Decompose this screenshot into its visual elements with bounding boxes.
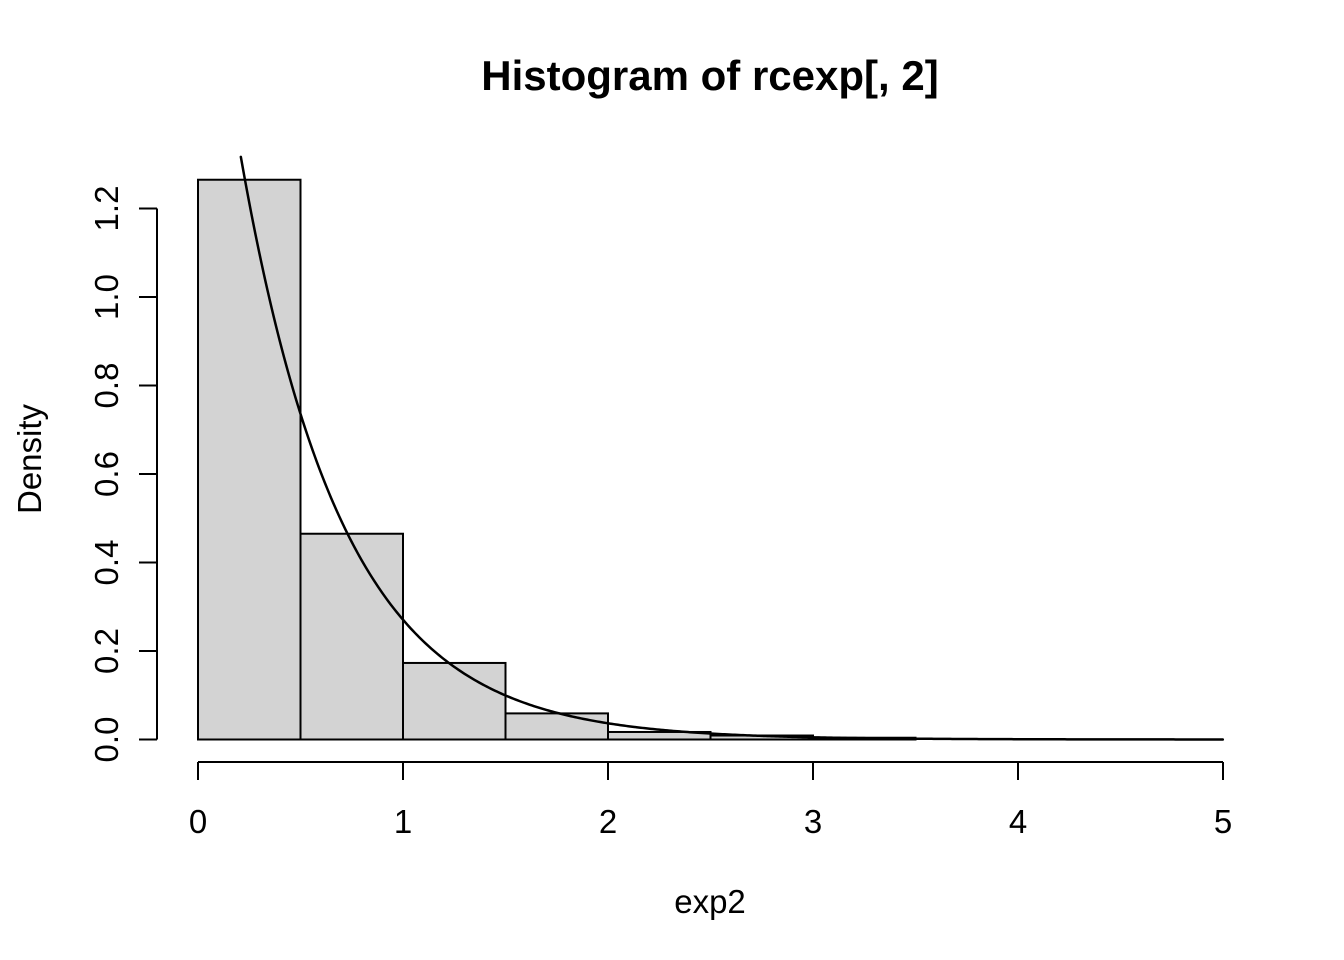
- y-tick-label: 1.2: [88, 186, 125, 232]
- x-tick-label: 1: [394, 803, 412, 840]
- x-tick-label: 2: [599, 803, 617, 840]
- y-tick-label: 0.2: [88, 628, 125, 674]
- x-tick-label: 0: [189, 803, 207, 840]
- x-tick-label: 4: [1009, 803, 1027, 840]
- histogram-bar: [299, 532, 404, 741]
- exponential-density-curve: [239, 155, 1225, 741]
- histogram-bar: [197, 178, 302, 741]
- x-tick-label: 5: [1214, 803, 1232, 840]
- y-tick-label: 0.8: [88, 363, 125, 409]
- y-tick-label: 0.6: [88, 451, 125, 497]
- y-tick-label: 1.0: [88, 274, 125, 320]
- histogram-bar: [504, 712, 609, 741]
- plot-area: 0 1 2 3 4 5 0.0 0.2 0.4 0.6 0.8 1.0 1.2: [88, 155, 1232, 840]
- histogram-bar: [402, 661, 507, 741]
- x-axis-label: exp2: [674, 883, 746, 920]
- x-tick-label: 3: [804, 803, 822, 840]
- y-tick-label: 0.0: [88, 717, 125, 763]
- y-axis-label: Density: [11, 403, 48, 514]
- y-tick-label: 0.4: [88, 540, 125, 586]
- chart-title: Histogram of rcexp[, 2]: [481, 52, 938, 99]
